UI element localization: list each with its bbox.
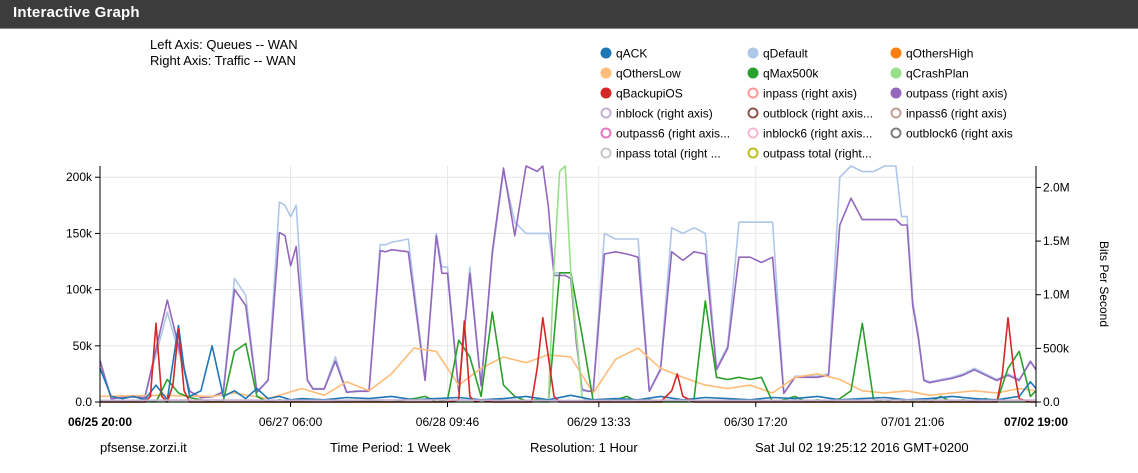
legend-item[interactable]: outpass6 (right axis... bbox=[600, 127, 731, 141]
footer-host: pfsense.zorzi.it bbox=[100, 440, 187, 455]
y2-tick-label: 1.5M bbox=[1043, 234, 1070, 248]
right-axis-info: Right Axis: Traffic -- WAN bbox=[150, 53, 296, 68]
series-line bbox=[99, 165, 1037, 400]
x-tick-label: 06/29 13:33 bbox=[567, 415, 631, 429]
legend-item[interactable]: qMax500k bbox=[747, 67, 820, 81]
legend-item[interactable]: outblock6 (right axis bbox=[890, 127, 1013, 141]
legend-label: outpass total (right... bbox=[763, 147, 872, 161]
chart-axes: 0.0 50k 100k 150k 200k 06/25 20:00 06/27 06:00… bbox=[66, 166, 1111, 429]
y-tick-label: 150k bbox=[66, 226, 93, 240]
footer-resolution: Resolution: 1 Hour bbox=[530, 440, 638, 455]
legend-item[interactable]: qDefault bbox=[747, 47, 809, 61]
legend-marker bbox=[600, 127, 612, 139]
legend-item[interactable]: qCrashPlan bbox=[890, 67, 969, 81]
legend-item[interactable]: outpass total (right... bbox=[747, 147, 872, 161]
legend-item[interactable]: inpass (right axis) bbox=[747, 87, 858, 101]
legend-marker bbox=[890, 127, 902, 139]
footer-timestamp: Sat Jul 02 19:25:12 2016 GMT+0200 bbox=[755, 440, 969, 455]
chart-series bbox=[99, 165, 1037, 403]
legend-marker bbox=[890, 47, 902, 59]
legend-label: qOthersLow bbox=[616, 67, 681, 81]
x-tick-label: 06/28 09:46 bbox=[416, 415, 480, 429]
legend-item[interactable]: qOthersHigh bbox=[890, 47, 974, 61]
legend-marker bbox=[747, 67, 759, 79]
chart-legend[interactable]: qACK qDefault qOthersHigh qOthersLow qMax500… bbox=[600, 47, 1013, 161]
x-tick-label: 06/30 17:20 bbox=[724, 415, 788, 429]
legend-marker bbox=[600, 107, 612, 119]
y2-tick-label: 1.0M bbox=[1043, 288, 1070, 302]
legend-label: inpass6 (right axis) bbox=[906, 107, 1007, 121]
chart-grid bbox=[99, 166, 1037, 403]
title-bar: Interactive Graph bbox=[0, 0, 1138, 29]
x-tick-label: 07/01 21:06 bbox=[881, 415, 945, 429]
footer-period: Time Period: 1 Week bbox=[330, 440, 451, 455]
x-tick-label: 07/02 19:00 bbox=[1004, 415, 1068, 429]
legend-item[interactable]: outblock (right axis... bbox=[747, 107, 874, 121]
y2-axis-title: Bits Per Second bbox=[1097, 241, 1111, 327]
traffic-chart[interactable]: qACK qDefault qOthersHigh qOthersLow qMax500… bbox=[0, 0, 1138, 430]
legend-marker bbox=[747, 47, 759, 59]
y2-tick-label: 0.0 bbox=[1043, 395, 1060, 409]
legend-item[interactable]: inpass6 (right axis) bbox=[890, 107, 1007, 121]
x-tick-label: 06/25 20:00 bbox=[68, 415, 132, 429]
legend-marker bbox=[600, 67, 612, 79]
panel-title: Interactive Graph bbox=[13, 4, 140, 21]
x-tick-label: 06/27 06:00 bbox=[259, 415, 323, 429]
legend-item[interactable]: qBackupiOS bbox=[600, 87, 683, 101]
y2-tick-label: 500k bbox=[1043, 341, 1070, 355]
series-line bbox=[100, 316, 1036, 403]
legend-marker bbox=[747, 107, 759, 119]
legend-label: qDefault bbox=[763, 47, 808, 61]
legend-label: qMax500k bbox=[763, 67, 819, 81]
legend-item[interactable]: inblock (right axis) bbox=[600, 107, 713, 121]
y2-tick-label: 2.0M bbox=[1043, 180, 1070, 194]
legend-label: qCrashPlan bbox=[906, 67, 969, 81]
y-tick-label: 100k bbox=[66, 283, 93, 297]
y-tick-label: 200k bbox=[66, 170, 93, 184]
left-axis-info: Left Axis: Queues -- WAN bbox=[150, 37, 298, 52]
legend-label: outblock6 (right axis bbox=[906, 127, 1013, 141]
legend-label: outpass6 (right axis... bbox=[616, 127, 730, 141]
legend-label: inblock6 (right axis... bbox=[763, 127, 872, 141]
legend-item[interactable]: inpass total (right ... bbox=[600, 147, 721, 161]
series-line bbox=[99, 347, 1037, 400]
legend-marker bbox=[600, 147, 612, 159]
legend-label: qACK bbox=[616, 47, 647, 61]
legend-label: inpass total (right ... bbox=[616, 147, 721, 161]
legend-label: qBackupiOS bbox=[616, 87, 683, 101]
legend-item[interactable]: qACK bbox=[600, 47, 648, 61]
legend-marker bbox=[747, 147, 759, 159]
y-tick-label: 50k bbox=[73, 339, 93, 353]
legend-marker bbox=[747, 87, 759, 99]
legend-item[interactable]: outpass (right axis) bbox=[890, 87, 1008, 101]
y-tick-label: 0.0 bbox=[75, 395, 92, 409]
series-line bbox=[99, 399, 1037, 402]
legend-marker bbox=[890, 107, 902, 119]
series-line bbox=[99, 271, 1037, 403]
series-line bbox=[100, 165, 1036, 403]
legend-label: outpass (right axis) bbox=[906, 87, 1007, 101]
series-line bbox=[99, 324, 1037, 401]
legend-label: inpass (right axis) bbox=[763, 87, 857, 101]
legend-marker bbox=[600, 87, 612, 99]
legend-marker bbox=[747, 127, 759, 139]
legend-item[interactable]: inblock6 (right axis... bbox=[747, 127, 873, 141]
legend-marker bbox=[600, 47, 612, 59]
legend-marker bbox=[890, 87, 902, 99]
series-line bbox=[99, 165, 1037, 400]
legend-label: qOthersHigh bbox=[906, 47, 973, 61]
legend-marker bbox=[890, 67, 902, 79]
axis-info: Left Axis: Queues -- WAN Right Axis: Tra… bbox=[150, 37, 298, 69]
legend-item[interactable]: qOthersLow bbox=[600, 67, 682, 81]
legend-label: outblock (right axis... bbox=[763, 107, 873, 121]
legend-label: inblock (right axis) bbox=[616, 107, 713, 121]
